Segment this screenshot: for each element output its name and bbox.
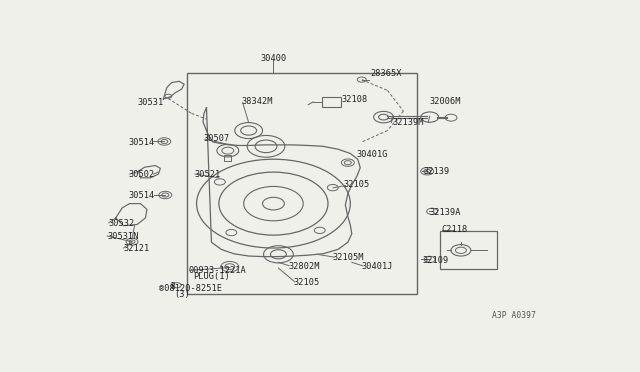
Text: 32139: 32139 xyxy=(423,167,449,176)
Text: 32121: 32121 xyxy=(124,244,150,253)
Text: 30514: 30514 xyxy=(129,138,155,147)
Text: (3): (3) xyxy=(174,291,190,299)
Text: A3P A0397: A3P A0397 xyxy=(492,311,536,320)
Text: 00933-1221A: 00933-1221A xyxy=(188,266,246,275)
Text: ®08120-8251E: ®08120-8251E xyxy=(159,284,222,293)
Text: 32105: 32105 xyxy=(293,279,319,288)
Text: 38342M: 38342M xyxy=(241,97,273,106)
Text: 30531: 30531 xyxy=(137,98,163,107)
Bar xyxy=(440,231,497,269)
Text: 32105M: 32105M xyxy=(333,253,364,262)
Text: 30532: 30532 xyxy=(109,219,135,228)
Text: 30507: 30507 xyxy=(203,134,229,143)
Text: 32108: 32108 xyxy=(341,95,367,104)
Text: 32802M: 32802M xyxy=(288,262,320,271)
Text: 32006M: 32006M xyxy=(429,97,461,106)
Bar xyxy=(187,73,417,294)
Text: 30401J: 30401J xyxy=(362,262,393,271)
Text: 30514: 30514 xyxy=(129,191,155,201)
Bar xyxy=(322,97,341,107)
Text: PLUG(1): PLUG(1) xyxy=(193,272,230,281)
Text: 30401G: 30401G xyxy=(356,150,388,158)
Text: 32139A: 32139A xyxy=(429,208,461,217)
Text: C2118: C2118 xyxy=(441,225,467,234)
Text: 30521: 30521 xyxy=(194,170,220,179)
Text: 32109: 32109 xyxy=(422,256,449,264)
Text: 32105: 32105 xyxy=(344,180,370,189)
Text: B: B xyxy=(170,282,175,291)
Bar xyxy=(225,155,231,161)
Text: 3053IN: 3053IN xyxy=(108,232,139,241)
Text: 28365X: 28365X xyxy=(370,69,402,78)
Text: 32139M: 32139M xyxy=(392,118,424,127)
Text: 30502: 30502 xyxy=(129,170,155,179)
Text: 30400: 30400 xyxy=(260,54,287,64)
